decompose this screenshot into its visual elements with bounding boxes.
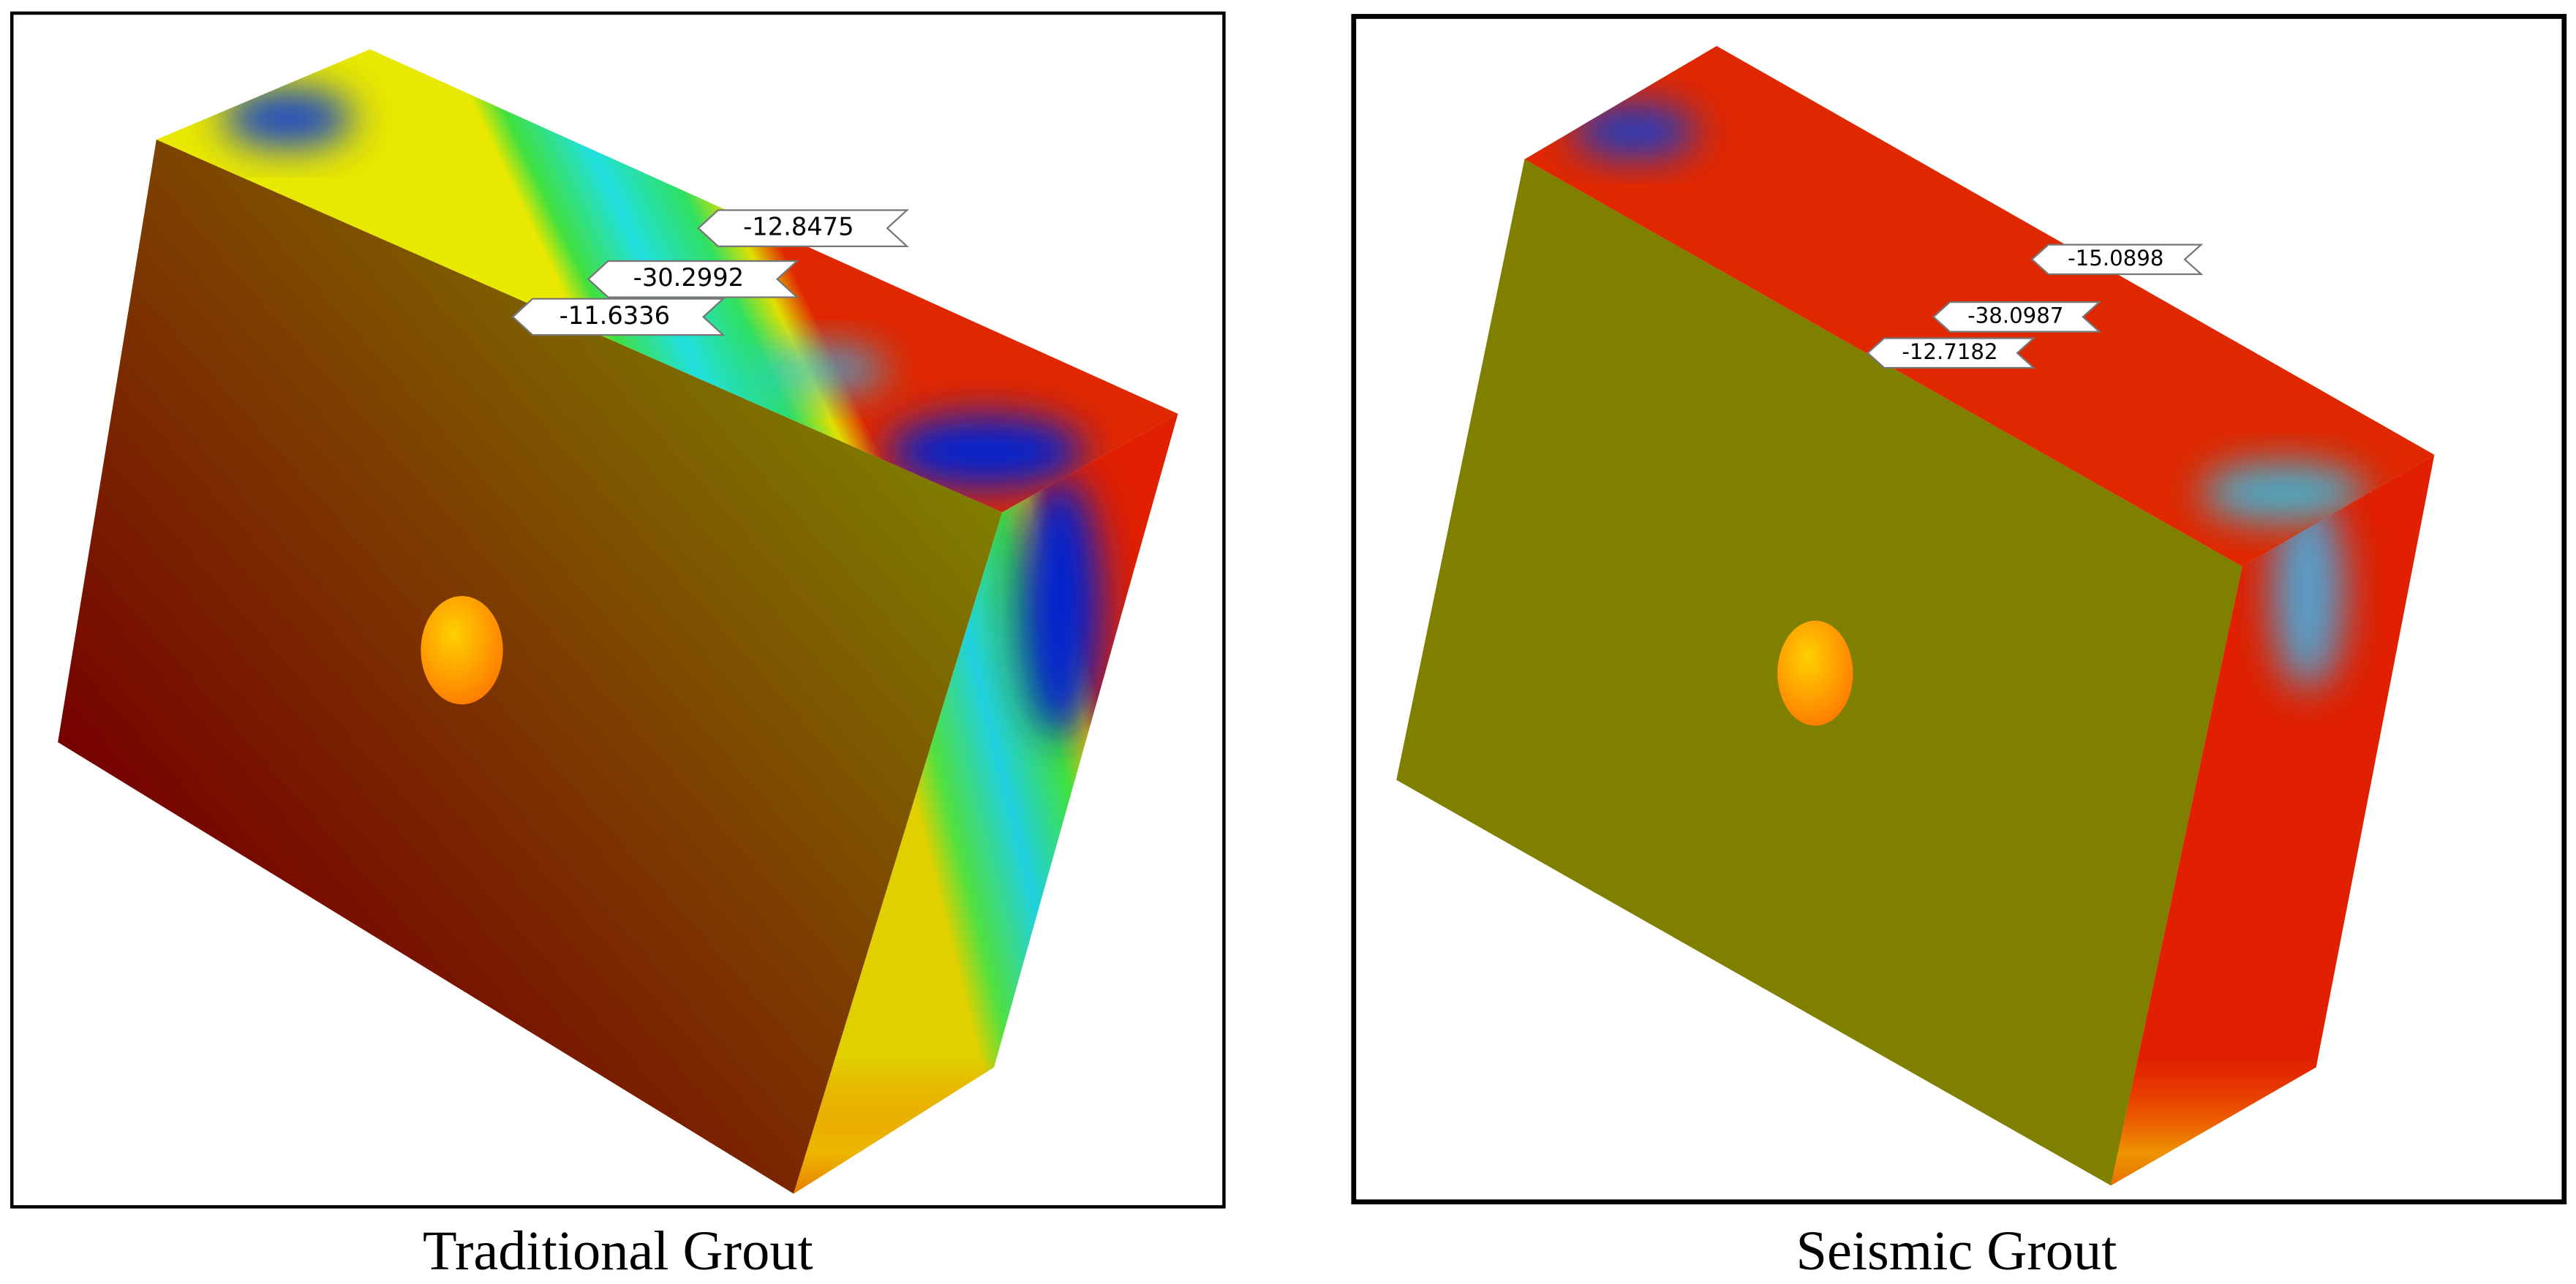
value-tag: -12.7182 [1866, 337, 2036, 369]
front-face [58, 139, 1003, 1194]
value-label: -15.0898 [2068, 246, 2163, 271]
value-tag: -38.0987 [1932, 301, 2102, 333]
top-blue-zones [1572, 105, 2366, 523]
value-label: -30.2992 [633, 263, 744, 292]
panel-traditional: -12.8475 -30.2992 -11.6336 Traditional G… [10, 11, 1226, 1282]
value-tag: -11.6336 [511, 298, 726, 336]
value-label: -11.6336 [560, 301, 670, 330]
top-blue-zones [222, 88, 1085, 488]
caption: Traditional Grout [423, 1220, 813, 1282]
value-tag: -12.8475 [697, 209, 909, 247]
value-label: -12.8475 [743, 213, 854, 241]
value-label: -38.0987 [1967, 303, 2063, 328]
panel-seismic: -15.0898 -38.0987 -12.7182 Seismic Grout [1351, 14, 2567, 1282]
hole [421, 596, 503, 705]
value-label: -12.7182 [1902, 339, 1997, 364]
caption: Seismic Grout [1796, 1220, 2117, 1282]
value-tag: -15.0898 [2030, 243, 2204, 276]
value-tag: -30.2992 [587, 260, 799, 298]
hole [1777, 620, 1853, 726]
